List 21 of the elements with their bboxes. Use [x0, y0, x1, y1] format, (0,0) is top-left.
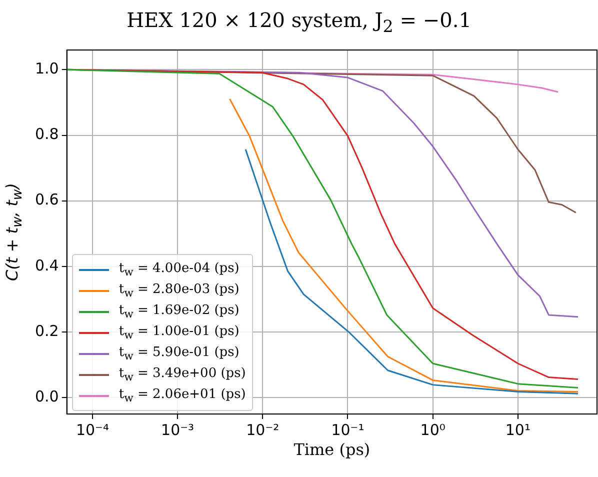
y-tick-label: 0.4 [34, 256, 59, 274]
y-tick-label: 0.6 [34, 190, 59, 209]
y-tick-label: 0.0 [34, 387, 59, 406]
legend-label: t$_{w}$ = 1.69e-02 (ps) [118, 302, 240, 320]
x-tick-label: 10⁻² [246, 420, 280, 439]
x-tick-label: 10¹ [505, 420, 530, 439]
y-tick-label: 1.0 [34, 60, 59, 78]
x-tick-label: 10⁰ [420, 420, 446, 439]
legend-label: t$_{w}$ = 2.06e+01 (ps) [118, 386, 246, 404]
x-axis-title: Time (ps) [292, 440, 372, 459]
chart-title: HEX 120 × 120 system, J$_{2}$ = −0.1 [126, 8, 472, 36]
legend-label: t$_{w}$ = 4.00e-04 (ps) [118, 260, 240, 278]
legend-label: t$_{w}$ = 1.00e-01 (ps) [118, 324, 240, 342]
x-tick-label: 10⁻¹ [331, 420, 364, 439]
y-tick-label: 0.2 [34, 322, 59, 340]
legend-label: t$_{w}$ = 3.49e+00 (ps) [118, 366, 246, 384]
x-tick-label: 10⁻³ [161, 420, 194, 439]
legend-label: t$_{w}$ = 2.80e-03 (ps) [118, 282, 240, 300]
y-tick-label: 0.8 [34, 125, 59, 144]
x-tick-label: 10⁻⁴ [76, 420, 109, 439]
legend-label: t$_{w}$ = 5.90e-01 (ps) [118, 344, 240, 362]
